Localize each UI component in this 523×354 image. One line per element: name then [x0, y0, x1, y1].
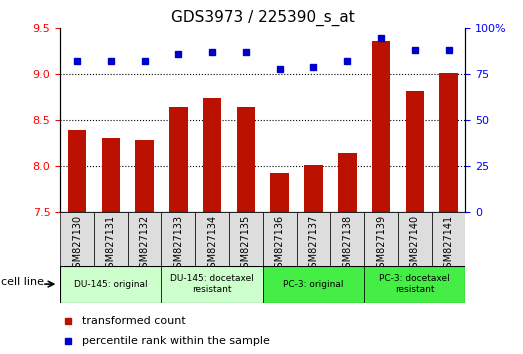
- Text: GSM827130: GSM827130: [72, 215, 82, 274]
- Bar: [338, 153, 357, 212]
- Text: GSM827133: GSM827133: [173, 215, 184, 274]
- Bar: [169, 108, 188, 212]
- Bar: [263, 266, 364, 303]
- Bar: [68, 131, 86, 212]
- Bar: [162, 212, 195, 266]
- Bar: [203, 98, 221, 212]
- Bar: [60, 212, 94, 266]
- Text: GSM827136: GSM827136: [275, 215, 285, 274]
- Text: GSM827137: GSM827137: [309, 215, 319, 274]
- Text: GSM827138: GSM827138: [342, 215, 353, 274]
- Bar: [229, 212, 263, 266]
- Bar: [60, 266, 162, 303]
- Bar: [439, 73, 458, 212]
- Bar: [331, 212, 364, 266]
- Bar: [135, 140, 154, 212]
- Bar: [128, 212, 162, 266]
- Text: GSM827131: GSM827131: [106, 215, 116, 274]
- Text: transformed count: transformed count: [83, 316, 186, 326]
- Text: cell line: cell line: [1, 277, 44, 287]
- Text: PC-3: original: PC-3: original: [283, 280, 344, 289]
- Bar: [364, 266, 465, 303]
- Bar: [405, 91, 424, 212]
- Text: GSM827132: GSM827132: [140, 215, 150, 274]
- Text: GSM827134: GSM827134: [207, 215, 217, 274]
- Bar: [398, 212, 431, 266]
- Bar: [94, 212, 128, 266]
- Bar: [263, 212, 297, 266]
- Bar: [270, 173, 289, 212]
- Text: GSM827140: GSM827140: [410, 215, 420, 274]
- Bar: [372, 41, 390, 212]
- Text: GSM827135: GSM827135: [241, 215, 251, 274]
- Text: GSM827141: GSM827141: [444, 215, 453, 274]
- Bar: [236, 108, 255, 212]
- Bar: [364, 212, 398, 266]
- Bar: [101, 138, 120, 212]
- Bar: [431, 212, 465, 266]
- Text: DU-145: original: DU-145: original: [74, 280, 147, 289]
- Text: GSM827139: GSM827139: [376, 215, 386, 274]
- Title: GDS3973 / 225390_s_at: GDS3973 / 225390_s_at: [171, 9, 355, 25]
- Bar: [297, 212, 331, 266]
- Bar: [304, 165, 323, 212]
- Text: percentile rank within the sample: percentile rank within the sample: [83, 336, 270, 346]
- Bar: [162, 266, 263, 303]
- Bar: [195, 212, 229, 266]
- Text: DU-145: docetaxel
resistant: DU-145: docetaxel resistant: [170, 274, 254, 294]
- Text: PC-3: docetaxel
resistant: PC-3: docetaxel resistant: [379, 274, 450, 294]
